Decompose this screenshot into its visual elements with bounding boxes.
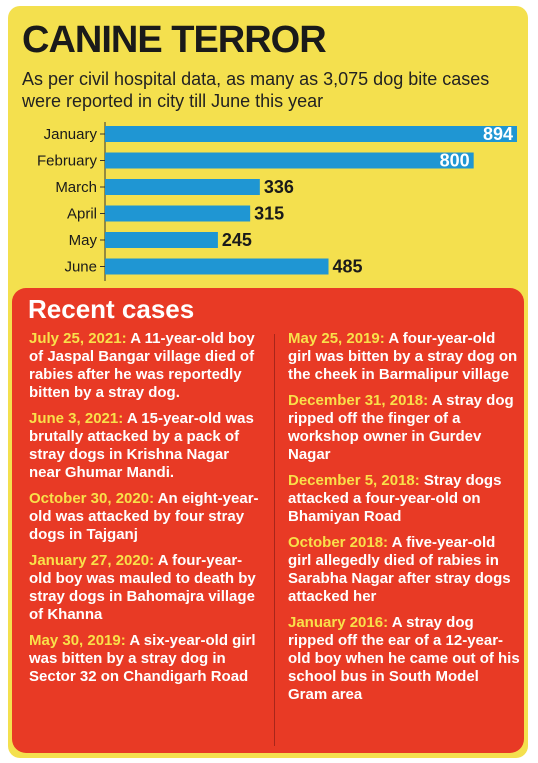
infographic-title: CANINE TERROR <box>22 19 327 61</box>
cases-column-left: July 25, 2021: A 11-year-old boy of Jasp… <box>29 330 261 694</box>
case-date: October 30, 2020: <box>29 490 155 507</box>
category-label: June <box>64 259 97 276</box>
case-entry: December 5, 2018: Stray dogs attacked a … <box>288 472 520 526</box>
category-label: May <box>69 232 98 249</box>
recent-cases-title: Recent cases <box>28 294 195 324</box>
bar <box>105 179 260 195</box>
case-text: A four-year-old girl was bitten by a str… <box>288 330 518 383</box>
case-entry: January 27, 2020: A four-year-old boy wa… <box>29 552 261 624</box>
bar-chart: January 894 February 800 March 336 April 315 May… <box>37 122 517 281</box>
category-label: March <box>55 179 97 196</box>
case-date: December 31, 2018: <box>288 392 429 409</box>
case-date: July 25, 2021: <box>29 330 127 347</box>
bar-value-label: 336 <box>264 177 294 197</box>
category-label: January <box>44 126 98 143</box>
bar <box>105 205 251 222</box>
case-text: An eight-year-old was attacked by four s… <box>29 490 259 543</box>
case-date: October 2018: <box>288 534 389 551</box>
case-text: A 15-year-old was brutally attacked by a… <box>29 410 254 481</box>
case-entry: May 25, 2019: A four-year-old girl was b… <box>288 330 520 384</box>
column-divider <box>274 334 275 746</box>
bar-value-label: 485 <box>333 257 363 277</box>
bar <box>105 152 474 169</box>
bar-value-label: 315 <box>254 204 284 224</box>
case-text: Stray dogs attacked a four-year-old on B… <box>288 472 502 525</box>
category-label: February <box>37 153 98 170</box>
bar-value-label: 245 <box>222 230 252 250</box>
case-text: A stray dog ripped off the finger of a w… <box>288 392 514 463</box>
infographic-frame: CANINE TERROR As per civil hospital data… <box>8 6 528 758</box>
case-entry: December 31, 2018: A stray dog ripped of… <box>288 392 520 464</box>
case-entry: July 25, 2021: A 11-year-old boy of Jasp… <box>29 330 261 402</box>
recent-cases-panel: Recent cases July 25, 2021: A 11-year-ol… <box>12 288 524 753</box>
case-text: A stray dog ripped off the ear of a 12-y… <box>288 614 520 703</box>
case-date: May 25, 2019: <box>288 330 385 347</box>
infographic-subtitle: As per civil hospital data, as many as 3… <box>22 69 490 111</box>
case-entry: October 30, 2020: An eight-year-old was … <box>29 490 261 544</box>
case-text: A five-year-old girl allegedly died of r… <box>288 534 511 605</box>
case-date: January 27, 2020: <box>29 552 155 569</box>
bar <box>105 126 517 142</box>
bar-value-label: 800 <box>440 151 470 171</box>
case-entry: June 3, 2021: A 15-year-old was brutally… <box>29 410 261 482</box>
cases-column-right: May 25, 2019: A four-year-old girl was b… <box>288 330 520 712</box>
case-text: A four-year-old boy was mauled to death … <box>29 552 256 623</box>
case-text: A six-year-old girl was bitten by a stra… <box>29 632 256 685</box>
case-entry: January 2016: A stray dog ripped off the… <box>288 614 520 704</box>
case-text: A 11-year-old boy of Jaspal Bangar villa… <box>29 330 255 401</box>
case-date: January 2016: <box>288 614 389 631</box>
bar <box>105 232 218 248</box>
case-date: December 5, 2018: <box>288 472 420 489</box>
category-label: April <box>67 206 97 223</box>
bar <box>105 258 329 275</box>
case-date: June 3, 2021: <box>29 410 124 427</box>
bar-value-label: 894 <box>483 124 513 144</box>
case-entry: May 30, 2019: A six-year-old girl was bi… <box>29 632 261 686</box>
case-entry: October 2018: A five-year-old girl alleg… <box>288 534 520 606</box>
case-date: May 30, 2019: <box>29 632 126 649</box>
